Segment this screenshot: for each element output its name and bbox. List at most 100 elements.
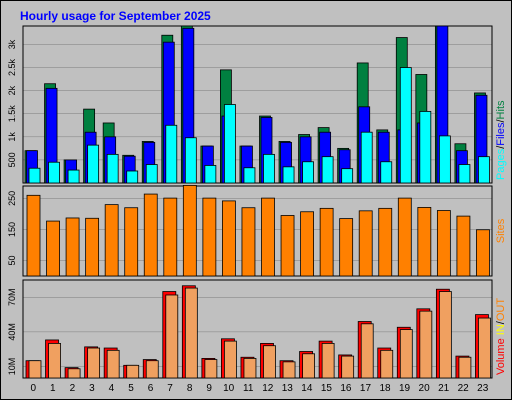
right-label-separator: / xyxy=(495,145,507,149)
pages-bar xyxy=(67,169,80,184)
x-tick-label: 16 xyxy=(340,383,352,394)
pages-bar xyxy=(106,153,119,184)
panel-1-ytick-label: 150 xyxy=(7,222,17,237)
pages-bar xyxy=(399,67,412,184)
pages-bar xyxy=(302,161,314,184)
sites-bar xyxy=(300,211,314,277)
x-tick-label: 7 xyxy=(167,383,173,394)
panel-2-ytick-label: 70M xyxy=(7,289,17,307)
panel-0-bars xyxy=(24,25,490,184)
in-bar xyxy=(302,353,315,379)
panel-2-ytick-label: 40M xyxy=(7,323,17,341)
right-label-files: Files xyxy=(495,122,507,146)
x-tick-label: 15 xyxy=(321,383,333,394)
panel-0-ytick-label: 3k xyxy=(7,39,17,49)
sites-bar xyxy=(85,217,100,277)
panel-0-ytick-label: 2k xyxy=(7,85,17,95)
x-tick-label: 17 xyxy=(360,383,372,394)
sites-bar xyxy=(358,210,373,277)
sites-bar xyxy=(378,207,393,277)
in-bar xyxy=(165,294,179,379)
in-bar xyxy=(478,317,491,379)
pages-bar xyxy=(145,164,158,184)
in-bar xyxy=(458,356,472,379)
panel-1-frame xyxy=(22,185,493,277)
pages-bar xyxy=(184,137,197,184)
sites-bar xyxy=(436,210,451,277)
in-bar xyxy=(419,310,433,379)
x-tick-label: 8 xyxy=(187,383,193,394)
panel-2-bars xyxy=(25,285,491,379)
in-bar xyxy=(282,361,296,379)
sites-bar xyxy=(280,215,295,277)
panel-1-bars xyxy=(26,184,490,277)
panel-0-frame xyxy=(22,25,493,184)
pages-bar xyxy=(380,161,393,184)
chart-panels: 5001k1.5k2k2.5k3kPages/Files/Hits5015025… xyxy=(7,25,507,379)
sites-bar xyxy=(456,215,471,277)
in-bar xyxy=(321,343,335,379)
sites-bar xyxy=(163,197,178,277)
sites-bar xyxy=(46,220,60,277)
pages-bar xyxy=(48,161,60,184)
sites-bar xyxy=(143,193,158,277)
pages-bar xyxy=(204,165,217,184)
pages-bar xyxy=(224,104,236,184)
pages-bar xyxy=(263,153,275,184)
in-bar xyxy=(360,323,374,379)
right-label-in: IN xyxy=(495,324,507,335)
chart-title: Hourly usage for September 2025 xyxy=(20,9,211,23)
pages-bar xyxy=(28,167,41,184)
in-bar xyxy=(204,359,218,379)
in-bar xyxy=(106,349,120,379)
sites-bar xyxy=(241,207,256,277)
x-tick-label: 9 xyxy=(206,383,212,394)
x-tick-label: 20 xyxy=(419,383,431,394)
sites-bar xyxy=(339,218,354,277)
in-bar xyxy=(28,360,42,379)
x-tick-label: 19 xyxy=(399,383,411,394)
in-bar xyxy=(145,360,159,379)
in-bar xyxy=(87,347,101,379)
in-bar xyxy=(380,349,394,379)
in-bar xyxy=(438,291,452,379)
panel-0-ytick-label: 500 xyxy=(7,152,17,167)
x-tick-label: 12 xyxy=(262,383,274,394)
panel-0-ytick-label: 1k xyxy=(7,132,17,142)
x-tick-label: 21 xyxy=(438,383,450,394)
panel-0-right-label: Pages/Files/Hits xyxy=(495,100,507,180)
x-tick-labels: 0 1 2 3 4 5 6 7 8 9 10 11 12 13 14 15 16 17 18 19 20 21 22 23 xyxy=(30,383,488,394)
in-bar xyxy=(48,343,61,379)
right-label-pages: Pages xyxy=(495,148,507,180)
pages-bar xyxy=(243,167,256,184)
panel-1-ytick-label: 50 xyxy=(7,255,17,265)
x-tick-label: 6 xyxy=(148,383,154,394)
x-tick-label: 11 xyxy=(243,383,254,394)
sites-bar xyxy=(397,197,412,277)
right-label-out: OUT xyxy=(495,298,507,322)
in-bar xyxy=(126,364,140,379)
panel-0-ytick-label: 2.5k xyxy=(7,59,17,77)
panel-2-ytick-label: 10M xyxy=(7,358,17,376)
sites-bar xyxy=(124,207,139,277)
in-bar xyxy=(184,287,198,379)
x-tick-label: 18 xyxy=(379,383,391,394)
x-tick-label: 14 xyxy=(301,383,313,394)
sites-bar xyxy=(182,184,197,277)
sites-bar xyxy=(417,207,432,277)
pages-bar xyxy=(165,124,178,184)
x-tick-label: 0 xyxy=(30,383,36,394)
panel-2-right-label: Volume IN/OUT xyxy=(495,298,507,375)
x-tick-label: 5 xyxy=(128,383,134,394)
sites-bar xyxy=(65,217,80,277)
sites-bar xyxy=(261,197,275,277)
sites-bar xyxy=(104,204,119,277)
x-tick-label: 22 xyxy=(458,383,470,394)
right-label-volume: Volume xyxy=(495,338,507,375)
panel-1-ytick-label: 250 xyxy=(7,191,17,206)
x-tick-label: 13 xyxy=(282,383,294,394)
in-bar xyxy=(243,357,257,379)
x-tick-label: 10 xyxy=(223,383,235,394)
